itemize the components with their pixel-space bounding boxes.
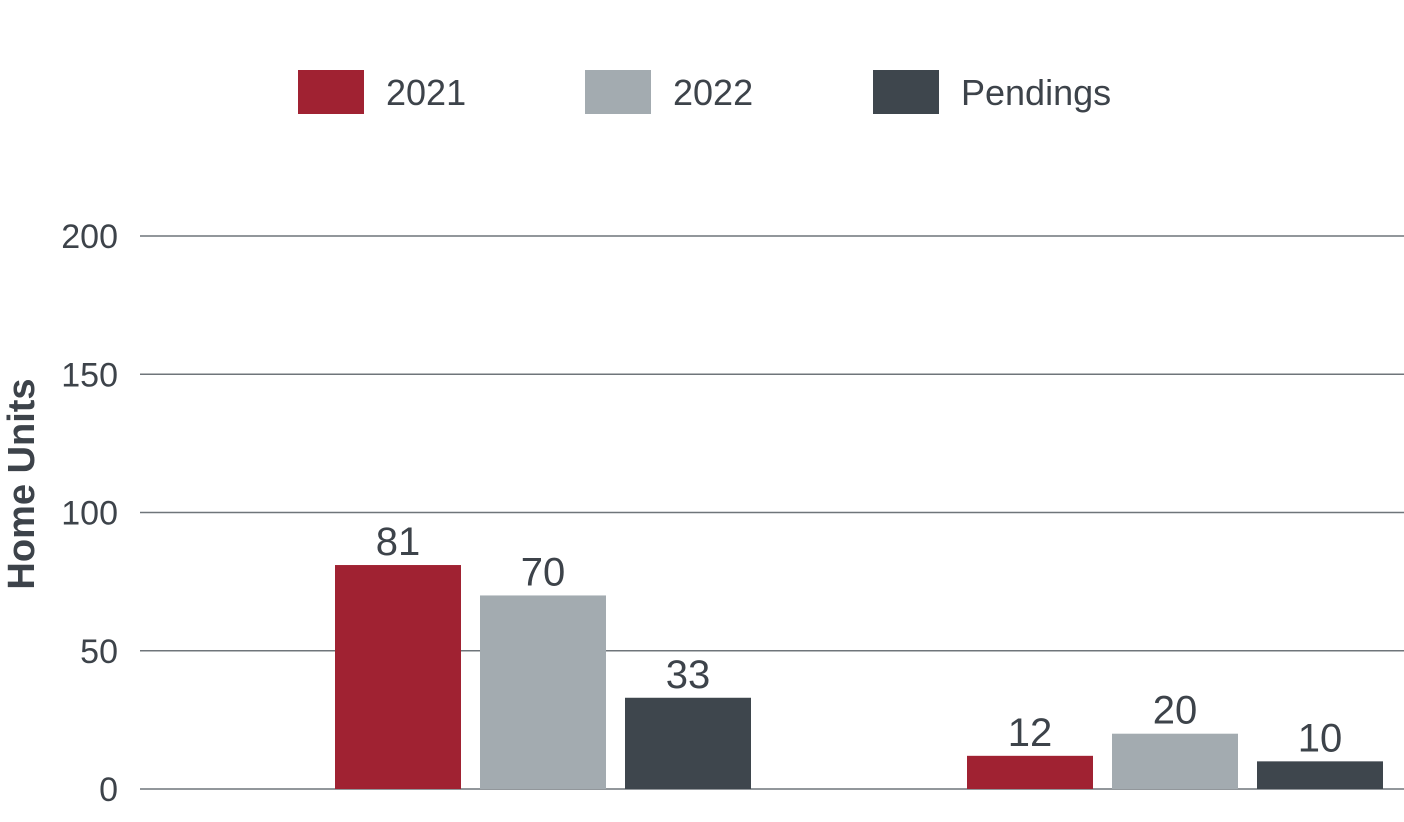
y-axis-ticks: 0 50 100 150 200 xyxy=(61,218,118,809)
y-tick-label: 50 xyxy=(80,633,118,671)
data-label: 81 xyxy=(376,520,421,564)
data-label: 70 xyxy=(521,550,566,594)
legend: 2021 2022 Pendings xyxy=(298,70,1111,114)
y-axis-title: Home Units xyxy=(1,378,43,589)
bar xyxy=(625,697,751,789)
data-label: 10 xyxy=(1298,716,1343,760)
gridlines xyxy=(140,235,1404,790)
y-tick-label: 0 xyxy=(99,771,118,809)
data-labels: 81 12 70 20 33 10 xyxy=(376,520,1343,760)
legend-swatch xyxy=(585,70,651,114)
bars xyxy=(335,565,1383,789)
y-tick-label: 150 xyxy=(61,356,118,394)
legend-label: 2021 xyxy=(386,72,466,113)
legend-swatch xyxy=(873,70,939,114)
data-label: 33 xyxy=(666,653,711,697)
data-label: 12 xyxy=(1008,711,1053,755)
bar xyxy=(1112,733,1238,789)
legend-label: Pendings xyxy=(961,72,1111,113)
data-label: 20 xyxy=(1153,689,1198,733)
y-tick-label: 200 xyxy=(61,218,118,256)
bar xyxy=(335,565,461,789)
bar xyxy=(967,755,1093,789)
legend-swatch xyxy=(298,70,364,114)
bar xyxy=(1257,761,1383,789)
legend-label: 2022 xyxy=(673,72,753,113)
bar xyxy=(480,595,606,789)
y-tick-label: 100 xyxy=(61,495,118,533)
